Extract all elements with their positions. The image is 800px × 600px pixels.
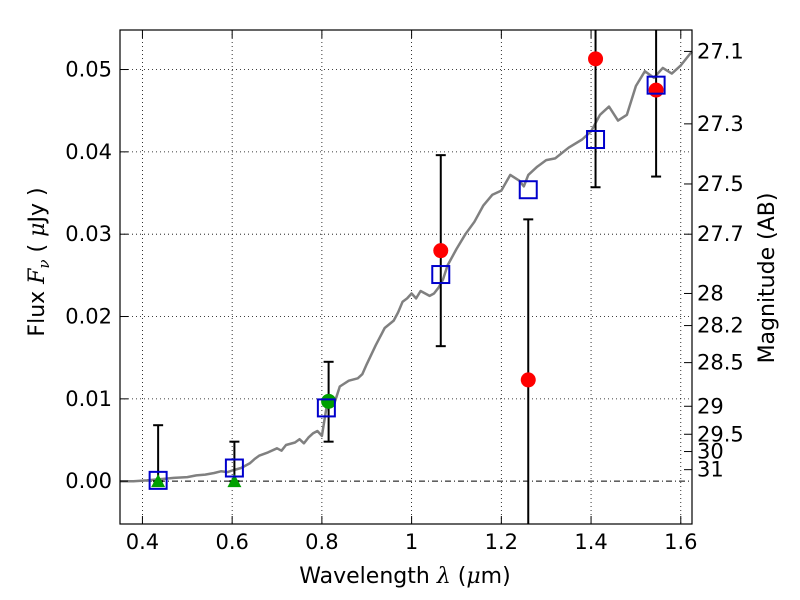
y-axis-unit-open: ( bbox=[25, 244, 50, 253]
model-flux-square bbox=[646, 75, 666, 95]
flux-point bbox=[321, 393, 337, 409]
model-flux-square bbox=[586, 130, 606, 150]
flux-point bbox=[588, 51, 604, 67]
axis-ticks bbox=[120, 30, 692, 524]
data-markers bbox=[148, 51, 666, 490]
y2-tick-label: 31 bbox=[697, 458, 724, 482]
y2-tick-label: 27.7 bbox=[697, 222, 744, 246]
y-axis-subscript: ν bbox=[35, 259, 53, 268]
tick-labels: 0.4 0.6 0.8 1 1.2 1.4 1.6 0.00 0.01 0.02 0.03 0.04 0… bbox=[65, 39, 744, 554]
y-axis-symbol: F bbox=[25, 268, 50, 285]
x-axis-symbol: λ bbox=[436, 564, 451, 589]
grid-lines bbox=[120, 30, 692, 524]
model-flux-square bbox=[316, 398, 336, 418]
y-tick-label: 0.03 bbox=[65, 222, 112, 246]
x-tick-label: 1.6 bbox=[664, 530, 697, 554]
x-tick-label: 1 bbox=[405, 530, 418, 554]
model-flux-square bbox=[224, 458, 244, 478]
x-tick-label: 0.6 bbox=[215, 530, 248, 554]
y2-tick-label: 29 bbox=[697, 394, 724, 418]
error-bars bbox=[153, 30, 662, 524]
y-tick-label: 0.02 bbox=[65, 305, 112, 329]
y-tick-label: 0.01 bbox=[65, 387, 112, 411]
y2-tick-label: 28 bbox=[697, 281, 724, 305]
y-axis-label: Flux Fν ( μJy ) bbox=[25, 187, 53, 336]
flux-point bbox=[433, 243, 449, 259]
y2-tick-label: 27.1 bbox=[697, 39, 744, 63]
upper-limit-point bbox=[151, 474, 166, 488]
flux-point bbox=[520, 372, 536, 388]
y2-tick-label: 27.3 bbox=[697, 112, 744, 136]
x-axis-unit-open: ( bbox=[458, 564, 467, 589]
y2-tick-label: 28.5 bbox=[697, 351, 744, 375]
y2-tick-label: 29.5 bbox=[697, 422, 744, 446]
model-flux-square bbox=[518, 180, 538, 200]
y-axis-unit-rest: Jy ) bbox=[25, 187, 50, 224]
x-tick-label: 1.4 bbox=[574, 530, 607, 554]
model-flux-square bbox=[431, 265, 451, 285]
y2-axis-label: Magnitude (AB) bbox=[755, 193, 780, 364]
x-axis-unit-rest: m) bbox=[481, 564, 511, 589]
y-tick-label: 0.00 bbox=[65, 469, 112, 493]
plot-frame bbox=[119, 29, 693, 525]
upper-limit-point bbox=[227, 474, 242, 488]
x-axis-unit-mu: μ bbox=[466, 564, 480, 589]
model-sed-layer bbox=[120, 50, 693, 483]
y-tick-label: 0.04 bbox=[65, 140, 112, 164]
model-flux-square bbox=[148, 470, 168, 490]
y-tick-label: 0.05 bbox=[65, 58, 112, 82]
y2-tick-label: 27.5 bbox=[697, 172, 744, 196]
model-sed-curve bbox=[120, 50, 693, 483]
x-tick-label: 0.4 bbox=[126, 530, 159, 554]
y2-tick-label: 30 bbox=[697, 440, 724, 464]
y2-tick-label: 28.2 bbox=[697, 314, 744, 338]
x-axis-label: Wavelength λ (μm) bbox=[299, 564, 510, 589]
y-axis-unit-mu: μ bbox=[25, 223, 50, 237]
flux-point bbox=[648, 82, 664, 98]
x-tick-label: 1.2 bbox=[485, 530, 518, 554]
x-tick-label: 0.8 bbox=[305, 530, 338, 554]
